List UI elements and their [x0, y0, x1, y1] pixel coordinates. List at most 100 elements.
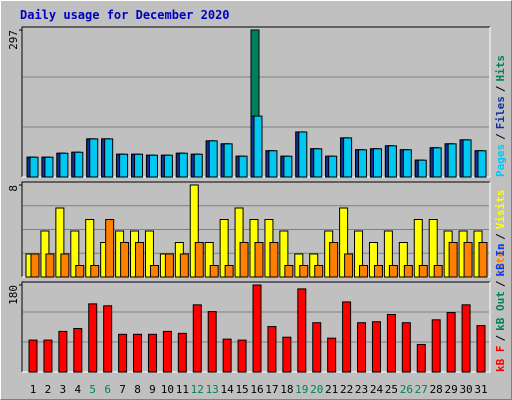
bar	[328, 155, 338, 178]
x-tick-label: 16	[250, 383, 263, 396]
legend-entry: kB Out	[494, 291, 507, 331]
x-tick-label: 28	[430, 383, 443, 396]
x-tick-label: 10	[161, 383, 174, 396]
bar	[164, 253, 174, 278]
x-tick-label: 11	[176, 383, 189, 396]
bar	[70, 230, 80, 278]
x-tick-label: 21	[325, 383, 338, 396]
x-tick-label: 25	[385, 383, 398, 396]
bar	[208, 140, 218, 178]
bar	[118, 333, 128, 373]
bar	[416, 343, 426, 373]
bar	[105, 219, 115, 278]
panel-edge-dark	[21, 181, 490, 277]
bar	[88, 303, 98, 373]
bar	[177, 332, 187, 373]
bar	[144, 230, 154, 278]
bar	[29, 156, 39, 178]
bar	[329, 242, 339, 278]
bar	[476, 325, 486, 373]
bar	[371, 321, 381, 373]
x-tick-label: 12	[191, 383, 204, 396]
bar	[28, 339, 38, 373]
bar	[447, 143, 457, 178]
bar	[312, 322, 322, 373]
bar	[461, 304, 471, 373]
bar	[357, 322, 367, 373]
x-tick-label: 15	[235, 383, 248, 396]
bar	[120, 242, 130, 278]
bar	[431, 319, 441, 373]
x-tick-label: 19	[295, 383, 308, 396]
bar	[135, 242, 145, 278]
bar	[207, 311, 217, 373]
bar	[59, 152, 69, 178]
bar	[327, 337, 337, 373]
bar	[283, 155, 293, 178]
x-tick-label: 5	[89, 383, 96, 396]
bar	[383, 230, 393, 278]
x-tick-label: 7	[119, 383, 126, 396]
legend-separator: /	[494, 233, 507, 240]
bar	[418, 265, 428, 278]
bar	[432, 147, 442, 178]
legend: kB F / kB Out / kB In	[494, 243, 507, 372]
bar	[433, 265, 443, 278]
bar	[148, 154, 158, 178]
bar	[90, 265, 100, 278]
bar	[417, 159, 427, 178]
bar	[89, 138, 99, 178]
bar	[268, 150, 278, 178]
x-tick-label: 29	[445, 383, 458, 396]
bar	[163, 154, 173, 178]
bar	[58, 330, 68, 373]
panel-edge-dark	[21, 281, 490, 372]
x-tick-label: 24	[370, 383, 384, 396]
bar	[179, 253, 189, 278]
bar	[448, 242, 458, 278]
bar	[44, 156, 54, 178]
bar	[342, 301, 352, 373]
bar	[189, 184, 199, 278]
bar	[372, 148, 382, 178]
bar	[402, 149, 412, 178]
bar	[209, 265, 219, 278]
bar	[73, 328, 83, 373]
bar	[75, 265, 85, 278]
bar	[297, 288, 307, 373]
bar	[314, 265, 324, 278]
bar	[388, 265, 398, 278]
legend-entry: Sites	[494, 244, 507, 277]
bar	[403, 265, 413, 278]
bar	[162, 330, 172, 373]
x-tick-label: 30	[459, 383, 472, 396]
bar	[279, 230, 289, 278]
legend-entry: Visits	[494, 190, 507, 230]
bar	[30, 253, 40, 278]
bar	[313, 148, 323, 178]
x-tick-label: 2	[45, 383, 52, 396]
legend-entry: Hits	[494, 55, 507, 82]
chart-title: Daily usage for December 2020	[20, 8, 230, 22]
legend-entry: kB F	[494, 346, 507, 373]
bar	[103, 305, 113, 373]
legend-separator: /	[494, 85, 507, 92]
y-tick-label: 8	[7, 185, 20, 192]
y-tick-label: 297	[7, 30, 20, 50]
bar	[343, 137, 353, 178]
legend: Pages / Files / Hits	[494, 55, 507, 177]
x-tick-label: 9	[149, 383, 156, 396]
x-tick-label: 20	[310, 383, 323, 396]
bar	[239, 242, 249, 278]
bar	[373, 265, 383, 278]
bar	[238, 155, 248, 178]
bar	[413, 219, 423, 278]
x-tick-label: 18	[280, 383, 293, 396]
bar	[354, 230, 364, 278]
bar	[254, 242, 264, 278]
bar	[358, 149, 368, 178]
bar	[193, 153, 203, 178]
x-tick-label: 23	[355, 383, 368, 396]
panel-edge-dark	[21, 26, 490, 177]
